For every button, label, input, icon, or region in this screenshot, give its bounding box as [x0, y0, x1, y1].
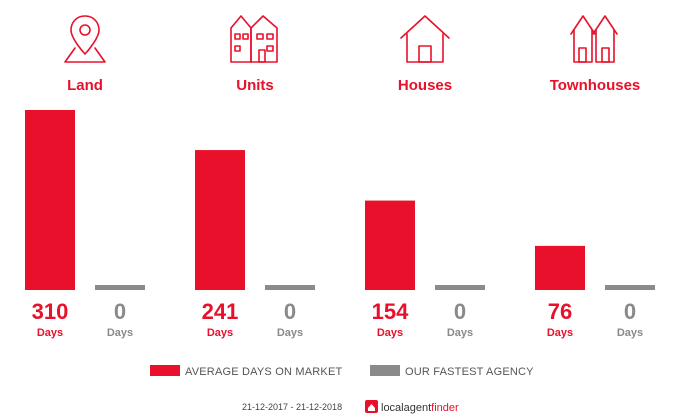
bar-units-fastest — [265, 285, 315, 290]
house-icon — [400, 15, 450, 63]
bar-units-average — [195, 150, 245, 290]
value-label-townhouses-average: 76 — [548, 299, 572, 324]
value-label-land-fastest: 0 — [114, 299, 126, 324]
logo-local: local — [381, 402, 404, 414]
unit-label-land-fastest: Days — [107, 327, 133, 339]
legend-swatch-average — [150, 365, 180, 376]
localagentfinder-logo: localagentfinder — [365, 400, 459, 414]
bar-townhouses-fastest — [605, 285, 655, 290]
unit-label-units-average: Days — [207, 327, 233, 339]
unit-label-units-fastest: Days — [277, 327, 303, 339]
legend-swatch-fastest — [370, 365, 400, 376]
value-label-houses-fastest: 0 — [454, 299, 466, 324]
logo-house-glyph-icon — [368, 404, 375, 411]
bar-houses-average — [365, 200, 415, 290]
category-label-townhouses: Townhouses — [550, 77, 641, 94]
bars-group — [25, 110, 655, 290]
legend-label-average: AVERAGE DAYS ON MARKET — [185, 366, 342, 378]
unit-label-townhouses-average: Days — [547, 327, 573, 339]
map-pin-icon — [64, 15, 106, 63]
bar-houses-fastest — [435, 285, 485, 290]
value-label-land-average: 310 — [32, 299, 69, 324]
unit-label-houses-average: Days — [377, 327, 403, 339]
bar-townhouses-average — [535, 245, 585, 290]
unit-label-houses-fastest: Days — [447, 327, 473, 339]
logo-finder: finder — [431, 402, 459, 414]
legend-label-fastest: OUR FASTEST AGENCY — [405, 366, 534, 378]
logo-agent: agent — [404, 402, 432, 414]
category-label-land: Land — [67, 77, 103, 94]
unit-label-land-average: Days — [37, 327, 63, 339]
date-range: 21-12-2017 - 21-12-2018 — [242, 402, 342, 412]
category-label-units: Units — [236, 77, 274, 94]
legend: AVERAGE DAYS ON MARKET OUR FASTEST AGENC… — [150, 365, 534, 378]
bar-land-fastest — [95, 285, 145, 290]
value-label-units-fastest: 0 — [284, 299, 296, 324]
unit-label-townhouses-fastest: Days — [617, 327, 643, 339]
value-label-units-average: 241 — [202, 299, 239, 324]
value-label-houses-average: 154 — [372, 299, 409, 324]
category-label-houses: Houses — [398, 77, 452, 94]
logo-wordmark: localagentfinder — [381, 402, 459, 414]
units-building-icon — [230, 15, 278, 63]
value-label-townhouses-fastest: 0 — [624, 299, 636, 324]
bar-land-average — [25, 110, 75, 290]
townhouses-icon — [570, 15, 618, 63]
